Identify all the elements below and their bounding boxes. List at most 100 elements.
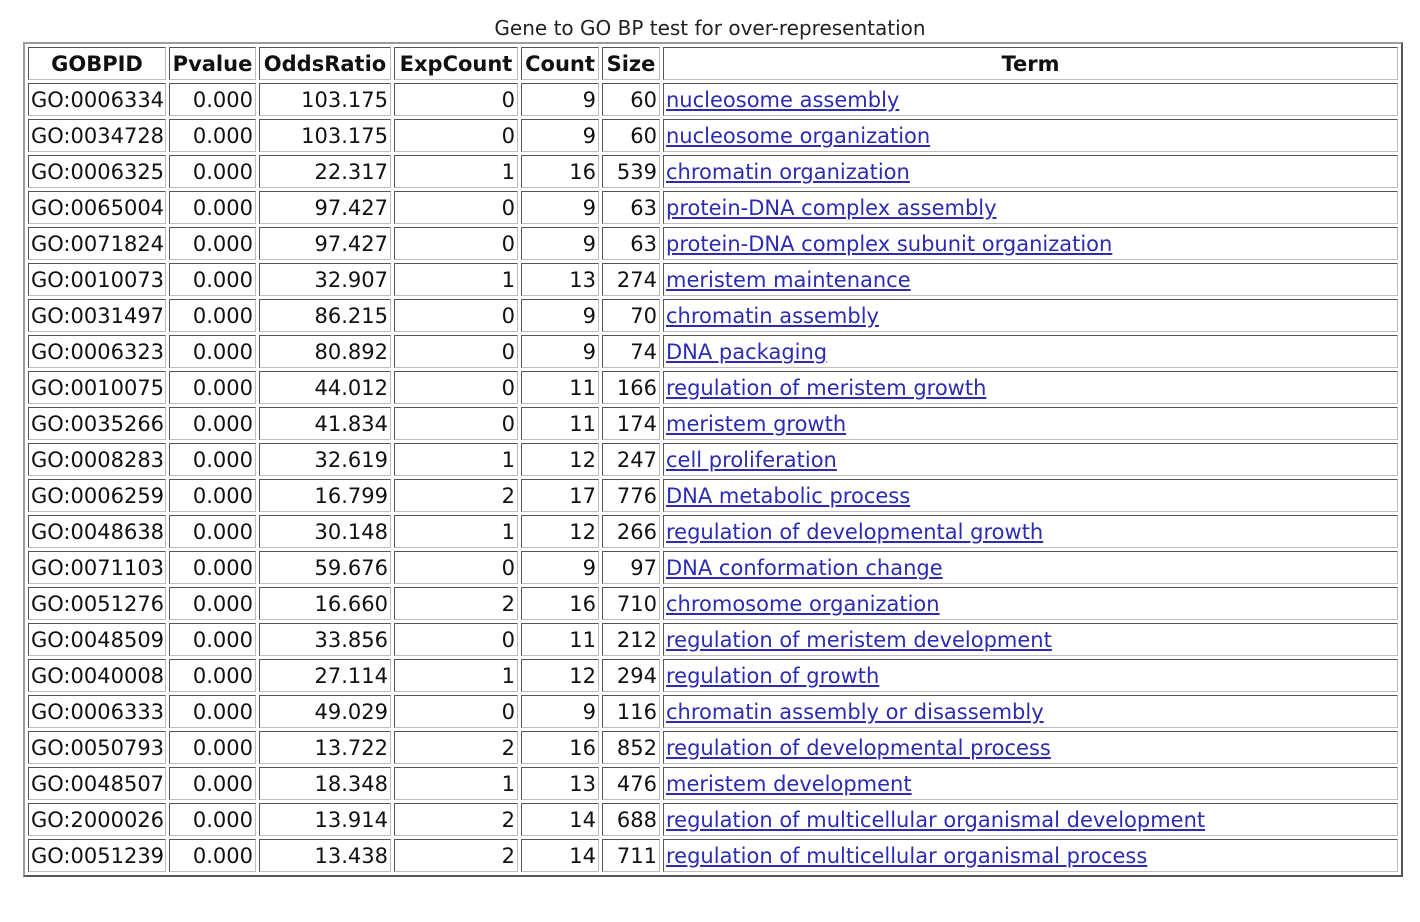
term-link[interactable]: chromosome organization — [666, 591, 940, 616]
cell-pvalue: 0.000 — [169, 515, 256, 548]
cell-count: 16 — [521, 731, 599, 764]
cell-oddsratio: 32.619 — [259, 443, 391, 476]
term-link[interactable]: regulation of multicellular organismal d… — [666, 807, 1206, 832]
term-link[interactable]: meristem maintenance — [666, 267, 911, 292]
cell-expcount: 0 — [394, 371, 518, 404]
cell-pvalue: 0.000 — [169, 587, 256, 620]
cell-oddsratio: 86.215 — [259, 299, 391, 332]
term-link[interactable]: chromatin assembly or disassembly — [666, 699, 1044, 724]
cell-term: chromatin assembly — [663, 299, 1398, 332]
term-link[interactable]: cell proliferation — [666, 447, 837, 472]
cell-pvalue: 0.000 — [169, 335, 256, 368]
cell-count: 11 — [521, 371, 599, 404]
term-link[interactable]: meristem growth — [666, 411, 847, 436]
table-header-row: GOBPID Pvalue OddsRatio ExpCount Count S… — [28, 47, 1398, 80]
term-link[interactable]: regulation of developmental process — [666, 735, 1051, 760]
cell-count: 12 — [521, 443, 599, 476]
cell-size: 266 — [602, 515, 660, 548]
cell-size: 274 — [602, 263, 660, 296]
cell-gobpid: GO:0040008 — [28, 659, 166, 692]
cell-expcount: 2 — [394, 803, 518, 836]
term-link[interactable]: chromatin assembly — [666, 303, 879, 328]
cell-count: 9 — [521, 335, 599, 368]
cell-expcount: 1 — [394, 263, 518, 296]
cell-oddsratio: 32.907 — [259, 263, 391, 296]
cell-gobpid: GO:0065004 — [28, 191, 166, 224]
cell-size: 476 — [602, 767, 660, 800]
table-row: GO:0010075 0.000 44.012 0 11 166 regulation of… — [28, 371, 1398, 404]
table-row: GO:0051239 0.000 13.438 2 14 711 regulation of… — [28, 839, 1398, 872]
term-link[interactable]: regulation of meristem growth — [666, 375, 987, 400]
table-row: GO:0006259 0.000 16.799 2 17 776 DNA metabolic… — [28, 479, 1398, 512]
term-link[interactable]: nucleosome assembly — [666, 87, 900, 112]
term-link[interactable]: nucleosome organization — [666, 123, 931, 148]
cell-size: 60 — [602, 119, 660, 152]
cell-term: protein-DNA complex assembly — [663, 191, 1398, 224]
cell-oddsratio: 30.148 — [259, 515, 391, 548]
table-row: GO:2000026 0.000 13.914 2 14 688 regulation of… — [28, 803, 1398, 836]
cell-gobpid: GO:0006334 — [28, 83, 166, 116]
cell-oddsratio: 44.012 — [259, 371, 391, 404]
cell-oddsratio: 33.856 — [259, 623, 391, 656]
cell-term: DNA packaging — [663, 335, 1398, 368]
term-link[interactable]: chromatin organization — [666, 159, 910, 184]
cell-oddsratio: 22.317 — [259, 155, 391, 188]
cell-size: 60 — [602, 83, 660, 116]
cell-gobpid: GO:0010075 — [28, 371, 166, 404]
cell-size: 212 — [602, 623, 660, 656]
results-table-container: GOBPID Pvalue OddsRatio ExpCount Count S… — [23, 42, 1403, 877]
cell-count: 9 — [521, 119, 599, 152]
cell-gobpid: GO:0006325 — [28, 155, 166, 188]
cell-expcount: 1 — [394, 155, 518, 188]
cell-gobpid: GO:0035266 — [28, 407, 166, 440]
term-link[interactable]: meristem development — [666, 771, 912, 796]
term-link[interactable]: regulation of multicellular organismal p… — [666, 843, 1148, 868]
header-count: Count — [521, 47, 599, 80]
header-gobpid: GOBPID — [28, 47, 166, 80]
cell-expcount: 1 — [394, 767, 518, 800]
cell-pvalue: 0.000 — [169, 155, 256, 188]
table-row: GO:0006325 0.000 22.317 1 16 539 chromatin org… — [28, 155, 1398, 188]
cell-size: 174 — [602, 407, 660, 440]
term-link[interactable]: protein-DNA complex assembly — [666, 195, 997, 220]
term-link[interactable]: regulation of developmental growth — [666, 519, 1044, 544]
cell-size: 711 — [602, 839, 660, 872]
cell-pvalue: 0.000 — [169, 299, 256, 332]
table-row: GO:0006334 0.000 103.175 0 9 60 nucleosome ass… — [28, 83, 1398, 116]
table-row: GO:0035266 0.000 41.834 0 11 174 meristem grow… — [28, 407, 1398, 440]
term-link[interactable]: regulation of growth — [666, 663, 880, 688]
cell-oddsratio: 103.175 — [259, 83, 391, 116]
table-row: GO:0031497 0.000 86.215 0 9 70 chromatin assem… — [28, 299, 1398, 332]
cell-pvalue: 0.000 — [169, 227, 256, 260]
term-link[interactable]: protein-DNA complex subunit organization — [666, 231, 1113, 256]
table-row: GO:0071103 0.000 59.676 0 9 97 DNA conformatio… — [28, 551, 1398, 584]
cell-count: 17 — [521, 479, 599, 512]
cell-count: 9 — [521, 299, 599, 332]
cell-size: 70 — [602, 299, 660, 332]
cell-count: 13 — [521, 263, 599, 296]
cell-count: 11 — [521, 407, 599, 440]
cell-expcount: 0 — [394, 551, 518, 584]
term-link[interactable]: DNA conformation change — [666, 555, 943, 580]
term-link[interactable]: DNA metabolic process — [666, 483, 911, 508]
term-link[interactable]: regulation of meristem development — [666, 627, 1052, 652]
cell-count: 9 — [521, 227, 599, 260]
table-row: GO:0008283 0.000 32.619 1 12 247 cell prolifer… — [28, 443, 1398, 476]
cell-term: regulation of developmental growth — [663, 515, 1398, 548]
cell-count: 11 — [521, 623, 599, 656]
cell-term: cell proliferation — [663, 443, 1398, 476]
cell-pvalue: 0.000 — [169, 551, 256, 584]
term-link[interactable]: DNA packaging — [666, 339, 828, 364]
header-term: Term — [663, 47, 1398, 80]
table-body: GO:0006334 0.000 103.175 0 9 60 nucleosome ass… — [28, 83, 1398, 872]
cell-count: 9 — [521, 191, 599, 224]
cell-pvalue: 0.000 — [169, 407, 256, 440]
cell-pvalue: 0.000 — [169, 443, 256, 476]
cell-size: 688 — [602, 803, 660, 836]
cell-gobpid: GO:0006323 — [28, 335, 166, 368]
cell-size: 116 — [602, 695, 660, 728]
cell-term: regulation of meristem development — [663, 623, 1398, 656]
cell-term: regulation of meristem growth — [663, 371, 1398, 404]
cell-expcount: 0 — [394, 335, 518, 368]
header-oddsratio: OddsRatio — [259, 47, 391, 80]
